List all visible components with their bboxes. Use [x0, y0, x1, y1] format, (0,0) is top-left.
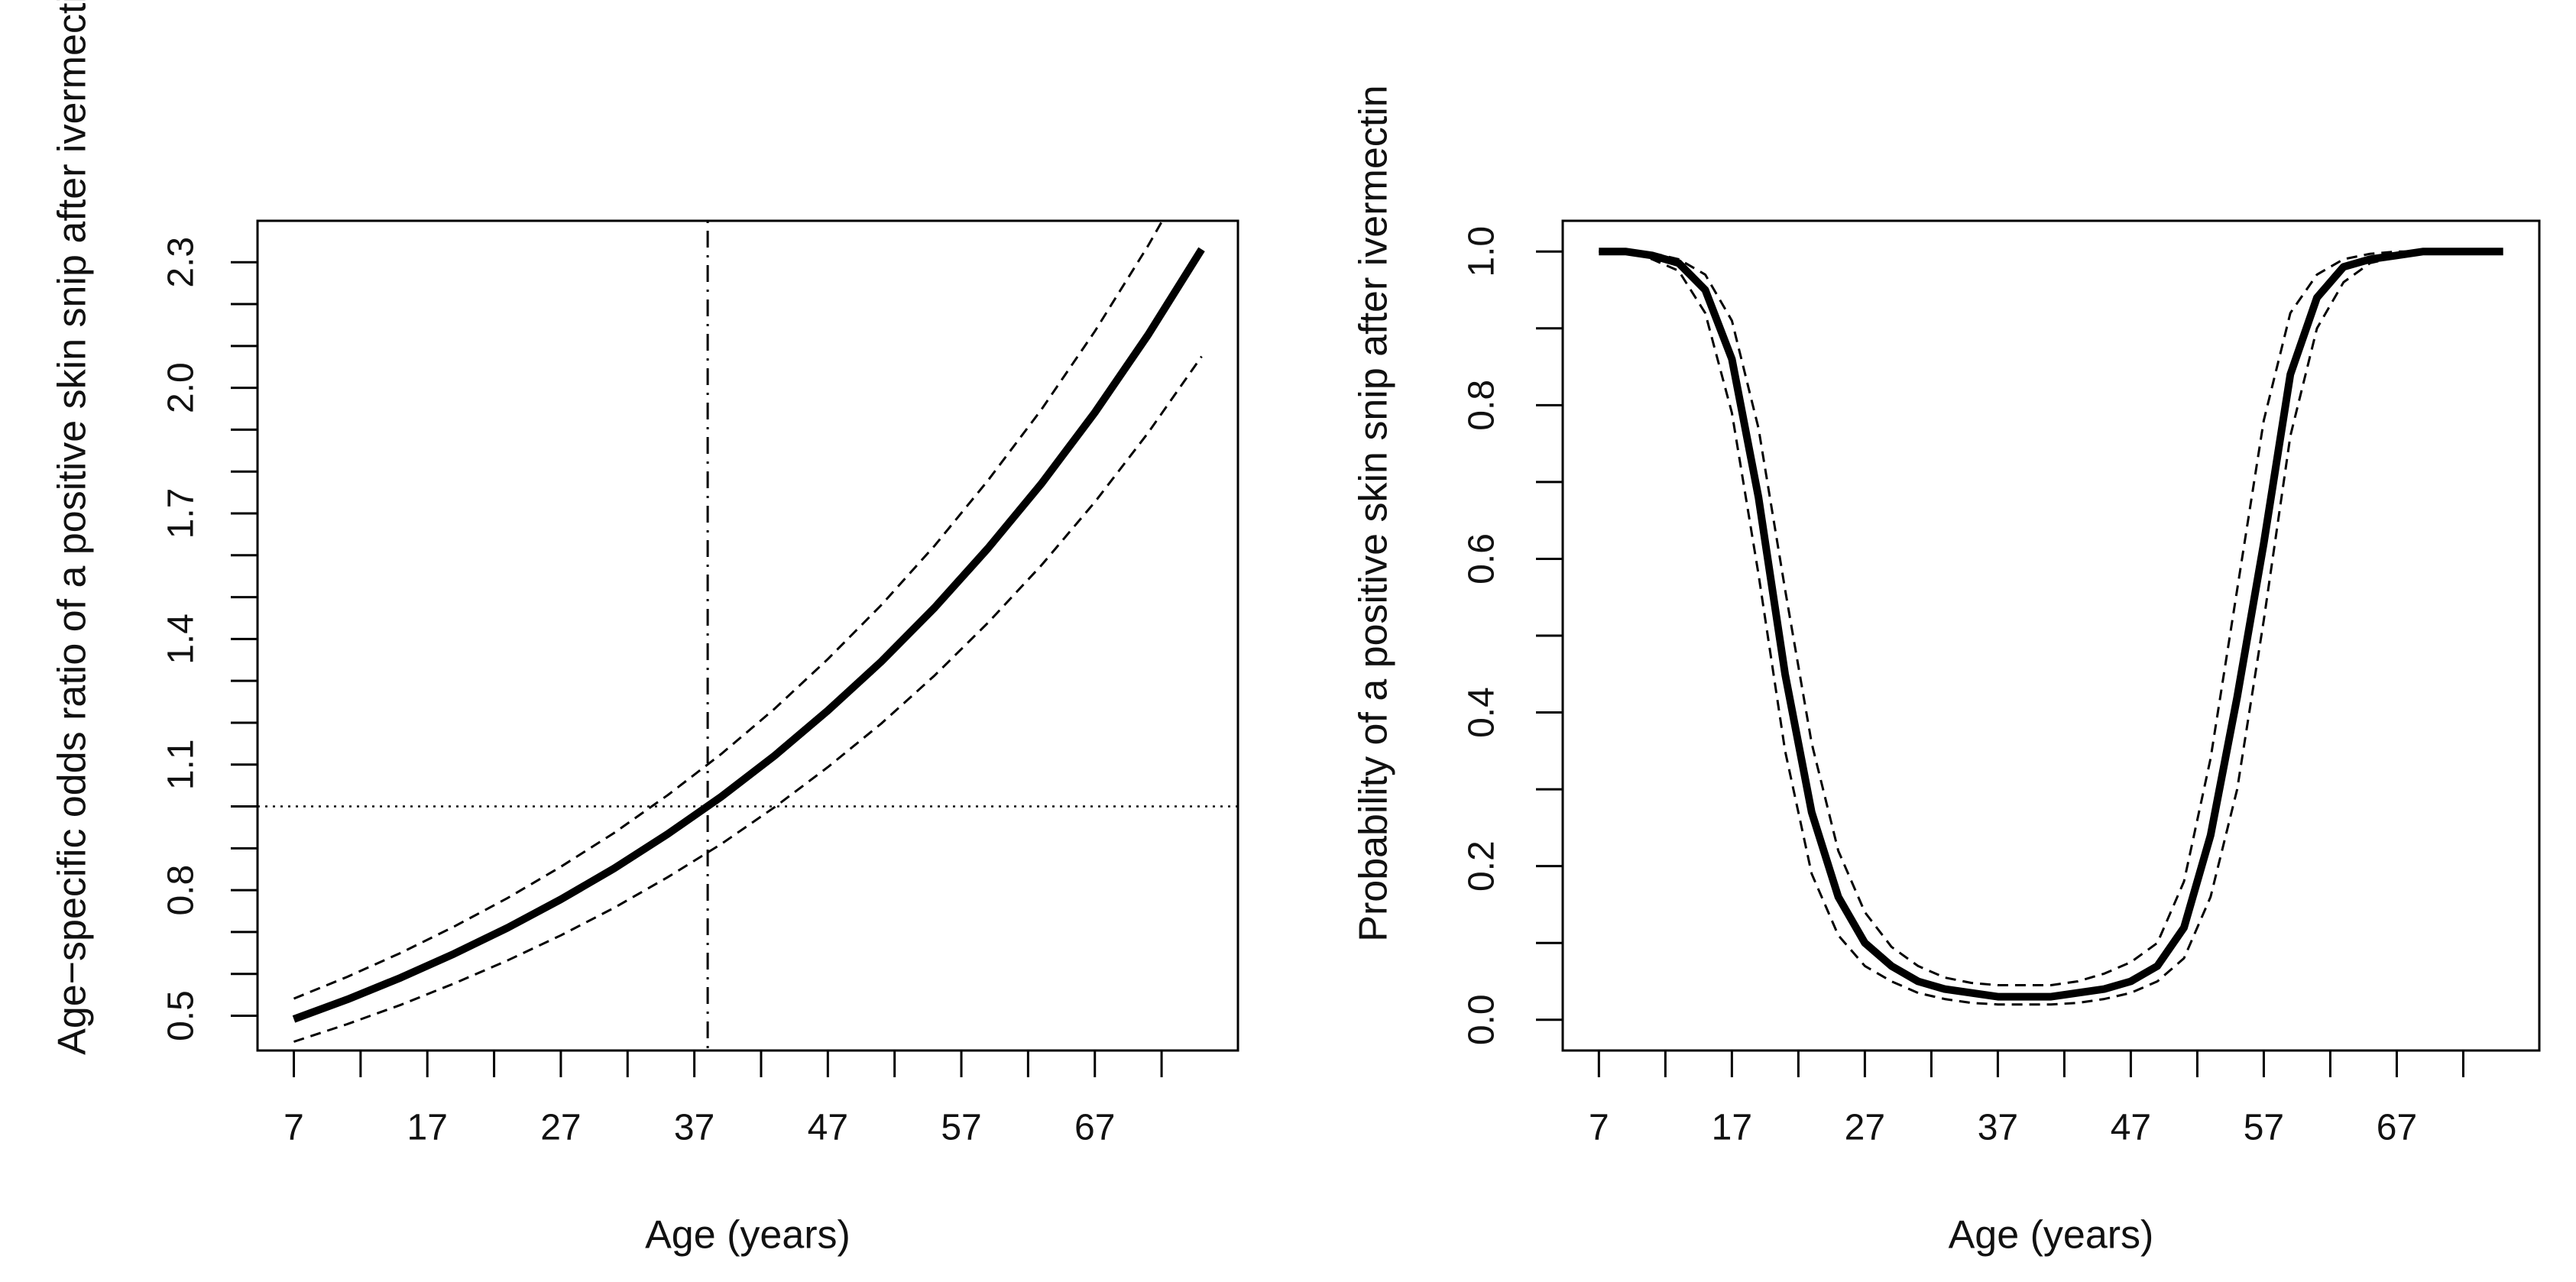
x-tick-label: 27	[1845, 1108, 1885, 1148]
x-tick-label: 7	[1589, 1108, 1609, 1148]
y-axis-title: Age−specific odds ratio of a positive sk…	[50, 0, 95, 1055]
chart-panel: 7 17 27 37 47 57 67 0.5 0.8 1.1 1.4 1.7 2.0 2.3 Age (y…	[50, 0, 1239, 1258]
y-tick-label: 1.1	[161, 739, 202, 790]
x-tick-label: 47	[808, 1108, 848, 1148]
x-tick-label: 17	[1712, 1108, 1752, 1148]
line-estimate	[292, 247, 1205, 1023]
y-tick-label: 0.2	[1462, 840, 1502, 892]
x-tick-label: 57	[941, 1108, 981, 1148]
y-tick-label: 0.8	[1462, 380, 1502, 431]
x-tick-label: 57	[2244, 1108, 2284, 1148]
y-tick-label: 0.8	[161, 865, 202, 916]
y-tick-label: 2.3	[161, 237, 202, 288]
line-ci	[293, 355, 1203, 1043]
line-ci	[1599, 250, 2503, 1006]
x-tick-label: 67	[1074, 1108, 1115, 1148]
plot-frame	[1561, 219, 2541, 1052]
x-tick-label: 37	[674, 1108, 714, 1148]
y-tick-label: 0.6	[1462, 533, 1502, 584]
line-estimate	[1599, 248, 2503, 1001]
x-axis-title: Age (years)	[1949, 1213, 2154, 1258]
line-ci	[1599, 250, 2503, 986]
y-tick-label: 1.4	[161, 613, 202, 665]
y-tick-label: 1.7	[161, 488, 202, 539]
plot-frame	[256, 219, 1239, 1052]
x-tick-label: 47	[2111, 1108, 2151, 1148]
y-tick-label: 2.0	[161, 362, 202, 413]
y-tick-label: 0.0	[1462, 994, 1502, 1045]
y-tick-label: 1.0	[1462, 226, 1502, 277]
x-tick-label: 7	[284, 1108, 304, 1148]
x-tick-label: 27	[540, 1108, 581, 1148]
chart-panel: 7 17 27 37 47 57 67 0.0 0.2 0.4 0.6 0.8 1.0 Age (year…	[1352, 85, 2541, 1258]
x-tick-label: 37	[1978, 1108, 2018, 1148]
y-axis-title: Probability of a positive skin snip afte…	[1352, 85, 1396, 941]
x-tick-label: 17	[407, 1108, 448, 1148]
y-tick-label: 0.5	[161, 990, 202, 1041]
y-tick-label: 0.4	[1462, 687, 1502, 738]
line-ci	[293, 221, 1164, 1000]
x-tick-label: 67	[2377, 1108, 2417, 1148]
x-axis-title: Age (years)	[645, 1213, 851, 1258]
